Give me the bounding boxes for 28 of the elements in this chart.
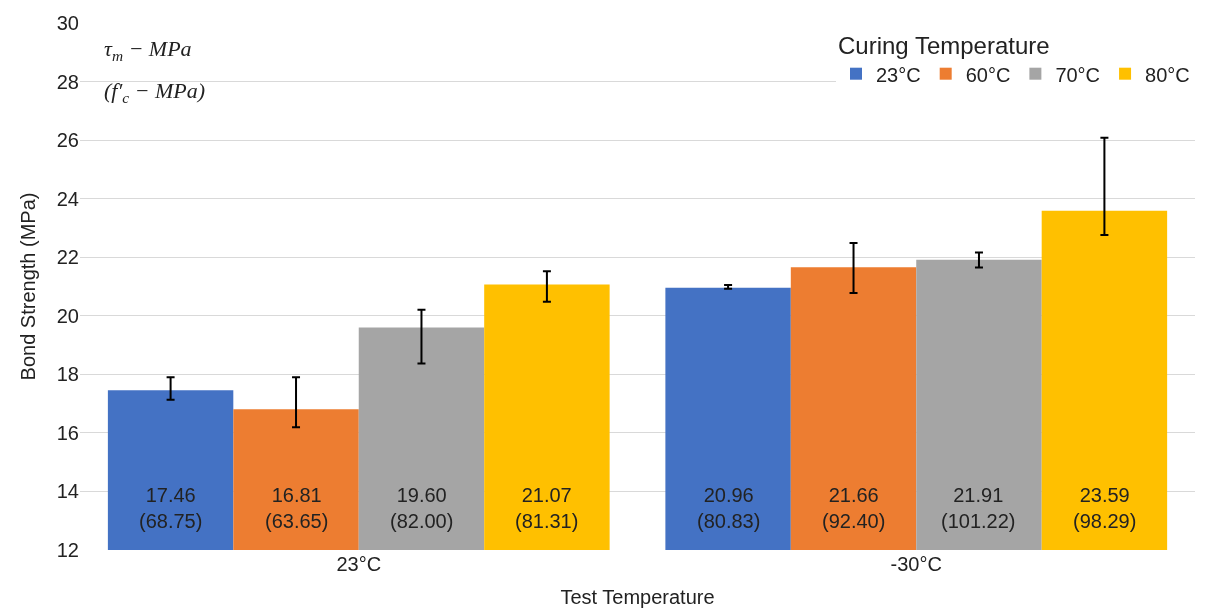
y-tick-label: 14 (56, 480, 79, 503)
legend-title: Curing Temperature (838, 32, 1050, 60)
x-tick-label: -30°C (890, 553, 942, 575)
y-tick-label: 26 (56, 129, 79, 152)
y-tick-label: 20 (56, 304, 79, 327)
data-label: 16.81 (63.65) (265, 484, 329, 532)
data-label: 21.07 (81.31) (515, 484, 579, 532)
y-tick-label: 18 (56, 363, 79, 386)
annotation: (f′$_{c}$ − MPa) (104, 78, 206, 106)
legend-label: 80°C (1145, 63, 1190, 86)
x-axis-title: Test Temperature (560, 585, 715, 608)
legend-label: 60°C (965, 63, 1011, 86)
data-label: 19.60 (82.00) (390, 484, 454, 532)
legend-label: 23°C (876, 63, 921, 86)
y-tick-label: 24 (56, 187, 79, 210)
annotation: τ$_{m}$ − MPa (104, 36, 192, 64)
y-tick-label: 12 (56, 539, 79, 561)
y-tick-label: 30 (56, 12, 79, 34)
data-label: 21.66 (92.40) (822, 484, 886, 532)
y-tick-label: 16 (56, 421, 79, 444)
legend-label: 70°C (1055, 63, 1101, 86)
data-label: 17.46 (68.75) (139, 484, 203, 532)
data-label: 23.59 (98.29) (1073, 484, 1137, 532)
y-axis-title: Bond Strength (MPa) (17, 192, 40, 381)
data-label: 21.91 (101.22) (941, 484, 1016, 532)
y-tick-label: 28 (56, 70, 79, 93)
y-tick-label: 22 (56, 246, 79, 269)
data-label: 20.96 (80.83) (697, 484, 761, 532)
